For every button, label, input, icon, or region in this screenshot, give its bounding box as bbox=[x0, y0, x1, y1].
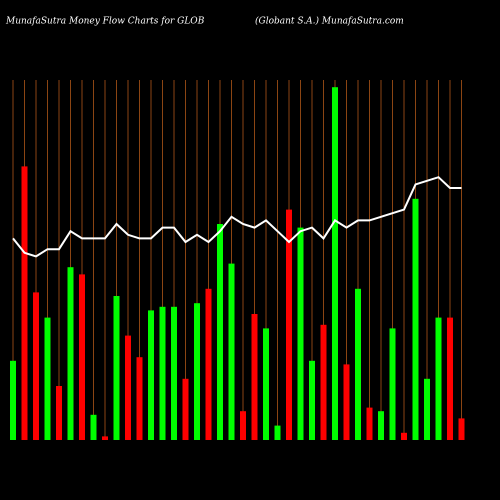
bar bbox=[102, 436, 108, 440]
bar bbox=[389, 328, 396, 440]
bar bbox=[309, 360, 315, 440]
bar bbox=[378, 411, 384, 440]
bar bbox=[205, 288, 212, 440]
bar bbox=[458, 418, 465, 440]
bar bbox=[113, 296, 120, 440]
bar bbox=[136, 357, 143, 440]
bar bbox=[240, 411, 246, 440]
bar bbox=[297, 227, 304, 440]
bar bbox=[79, 274, 85, 440]
bar bbox=[447, 317, 453, 440]
bar bbox=[67, 267, 74, 440]
bar bbox=[148, 310, 154, 440]
bar bbox=[424, 378, 430, 440]
bar bbox=[412, 198, 419, 440]
bar bbox=[21, 166, 28, 440]
bar bbox=[56, 386, 62, 440]
bar bbox=[10, 360, 16, 440]
bar bbox=[274, 425, 281, 440]
bar bbox=[33, 292, 39, 440]
bar bbox=[125, 335, 131, 440]
bar bbox=[228, 263, 235, 440]
chart-title: MunafaSutra Money Flow Charts for GLOB bbox=[5, 17, 205, 27]
bar bbox=[343, 364, 350, 440]
bar bbox=[401, 432, 407, 440]
bar bbox=[44, 317, 51, 440]
bar bbox=[159, 306, 166, 440]
bar bbox=[194, 303, 200, 440]
bar bbox=[263, 328, 269, 440]
bar bbox=[366, 407, 373, 440]
money-flow-line bbox=[12, 176, 462, 258]
bar bbox=[90, 414, 97, 440]
bar bbox=[355, 288, 361, 440]
bar bbox=[217, 224, 223, 440]
bar bbox=[251, 314, 258, 440]
bar bbox=[182, 378, 189, 440]
bar bbox=[332, 87, 338, 440]
bar bbox=[171, 306, 177, 440]
bar bbox=[320, 324, 327, 440]
bar bbox=[286, 209, 292, 440]
bar bbox=[435, 317, 442, 440]
chart-subtitle: (Globant S.A.) MunafaSutra.com bbox=[255, 16, 404, 27]
